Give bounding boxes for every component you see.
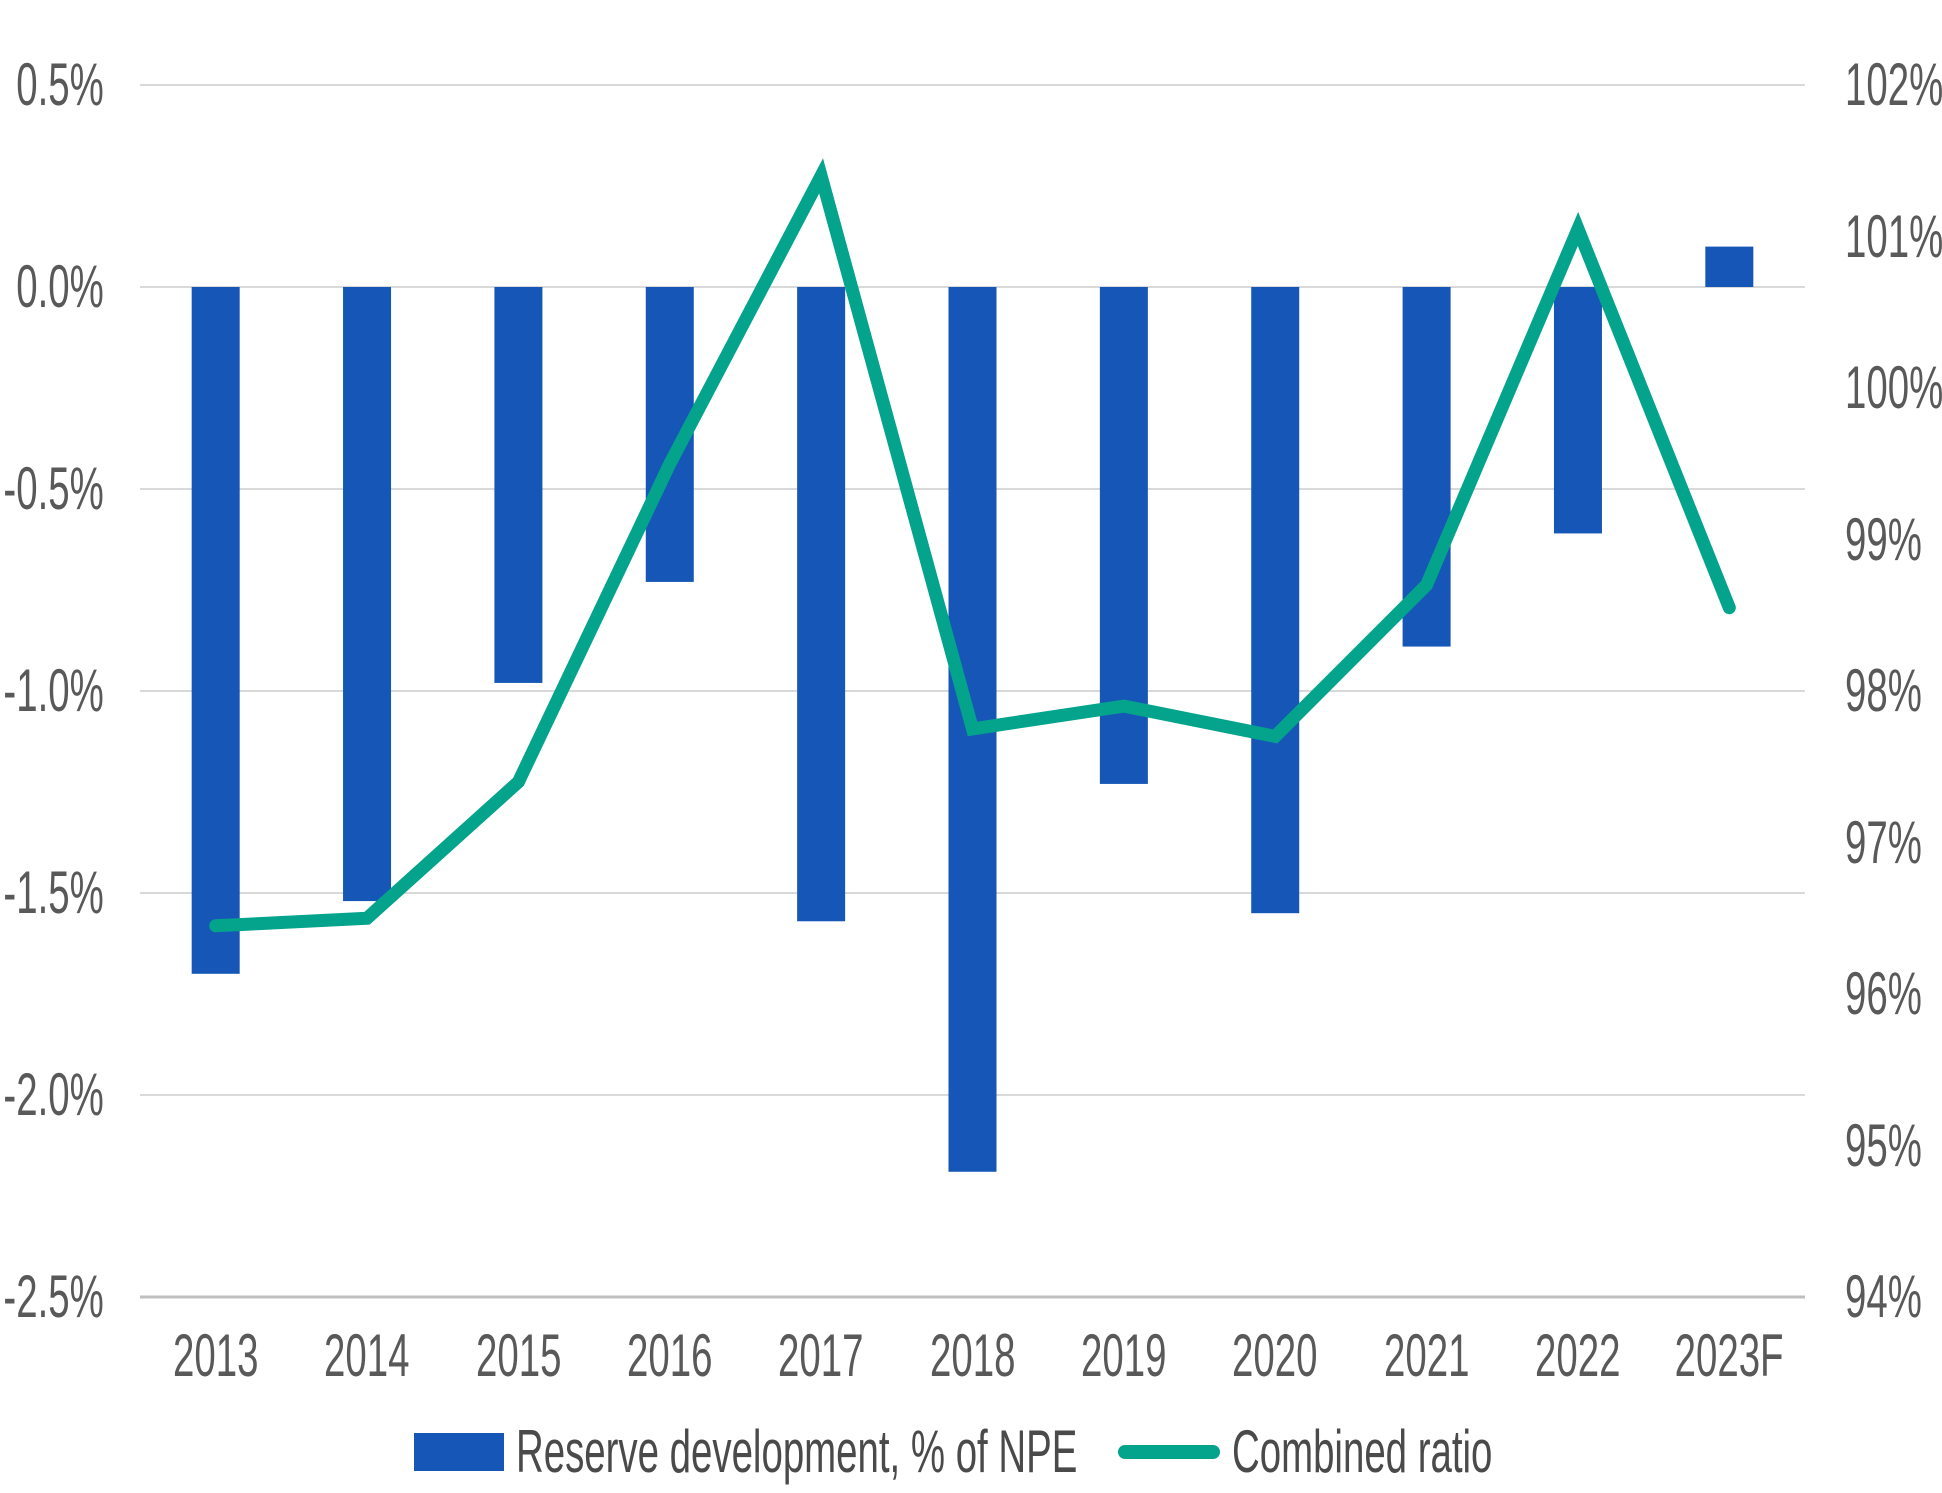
right-axis-tick-text: 95%	[1845, 1111, 1922, 1179]
right-axis-tick: 97%	[1845, 808, 1942, 876]
x-axis-label-2017-text: 2017	[778, 1322, 864, 1389]
x-axis-label-2019-text: 2019	[1081, 1322, 1167, 1389]
left-axis-tick-text: -1.5%	[3, 859, 104, 926]
left-axis-tick: 0.0%	[0, 257, 104, 317]
x-axis-label-2018: 2018	[823, 1326, 1123, 1386]
left-axis-tick: -1.5%	[0, 863, 104, 923]
right-axis-tick: 100%	[1845, 358, 1942, 418]
legend-line-label: Combined ratio	[1232, 1422, 1639, 1482]
right-axis-tick-text: 99%	[1845, 505, 1922, 573]
line-series	[209, 158, 1736, 933]
x-axis-label-2016-text: 2016	[627, 1322, 713, 1389]
left-axis-tick-text: -0.5%	[3, 455, 104, 522]
right-axis-tick: 99%	[1845, 505, 1942, 573]
x-axis-label-2018-text: 2018	[929, 1322, 1016, 1389]
right-axis-tick-text: 101%	[1845, 202, 1942, 270]
x-axis-label-2023F-text: 2023F	[1674, 1322, 1784, 1389]
right-axis-tick-text: 94%	[1845, 1263, 1922, 1330]
left-axis-tick: -2.0%	[0, 1065, 104, 1125]
x-axis-label-2017: 2017	[671, 1326, 971, 1386]
right-axis-tick-text: 97%	[1845, 808, 1922, 876]
right-axis-tick: 102%	[1845, 55, 1942, 115]
right-axis-tick: 95%	[1845, 1111, 1942, 1179]
left-axis-tick: -0.5%	[0, 459, 104, 519]
x-axis-label-2022-text: 2022	[1535, 1322, 1621, 1389]
x-axis-label-2014: 2014	[217, 1326, 517, 1386]
x-axis-label-2015: 2015	[368, 1326, 668, 1386]
left-axis-tick-text: -1.0%	[3, 657, 104, 724]
x-axis-label-2023F: 2023F	[1579, 1326, 1879, 1386]
x-axis-label-2021-text: 2021	[1383, 1322, 1470, 1389]
left-axis-tick-text: -2.5%	[3, 1263, 104, 1330]
bar-2013	[191, 287, 240, 974]
right-axis-tick: 94%	[1845, 1267, 1942, 1327]
x-axis-label-2015-text: 2015	[475, 1322, 562, 1389]
right-axis-tick-text: 98%	[1845, 657, 1922, 724]
legend-line-swatch	[1118, 1445, 1220, 1459]
left-axis-tick: 0.5%	[0, 55, 104, 115]
bar-2020	[1251, 287, 1300, 914]
left-axis-tick: -1.0%	[0, 661, 104, 721]
bar-2014	[343, 287, 392, 902]
x-axis-label-2016: 2016	[520, 1326, 820, 1386]
bar-2017	[797, 287, 846, 922]
x-axis-label-2022: 2022	[1428, 1326, 1728, 1386]
x-axis-label-2020: 2020	[1125, 1326, 1425, 1386]
x-axis-label-2014-text: 2014	[324, 1322, 410, 1389]
x-axis-label-2020-text: 2020	[1232, 1322, 1318, 1389]
right-axis-tick-text: 96%	[1845, 960, 1922, 1027]
right-axis-tick: 96%	[1845, 964, 1942, 1024]
legend-bar-swatch	[414, 1433, 504, 1471]
x-axis-label-2013-text: 2013	[172, 1322, 259, 1389]
bar-2022	[1553, 287, 1602, 534]
right-axis-tick-text: 102%	[1845, 51, 1942, 118]
bar-2015	[494, 287, 543, 683]
legend-line-label-text: Combined ratio	[1232, 1418, 1493, 1485]
right-axis-tick-text: 100%	[1845, 354, 1942, 421]
left-axis-tick-text: -2.0%	[3, 1061, 104, 1128]
x-axis-label-2013: 2013	[66, 1326, 366, 1386]
left-axis-tick-text: 0.5%	[16, 51, 104, 118]
left-axis-tick-text: 0.0%	[16, 253, 104, 320]
bar-2023F	[1705, 246, 1754, 287]
legend-bar-label-text: Reserve development, % of NPE	[516, 1418, 1078, 1485]
left-axis-tick: -2.5%	[0, 1267, 104, 1327]
combined-ratio-line	[209, 158, 1736, 933]
legend-bar-label: Reserve development, % of NPE	[516, 1422, 1393, 1482]
right-axis-tick: 98%	[1845, 661, 1942, 721]
x-axis-label-2019: 2019	[974, 1326, 1274, 1386]
x-axis-label-2021: 2021	[1277, 1326, 1577, 1386]
right-axis-tick: 101%	[1845, 202, 1942, 270]
